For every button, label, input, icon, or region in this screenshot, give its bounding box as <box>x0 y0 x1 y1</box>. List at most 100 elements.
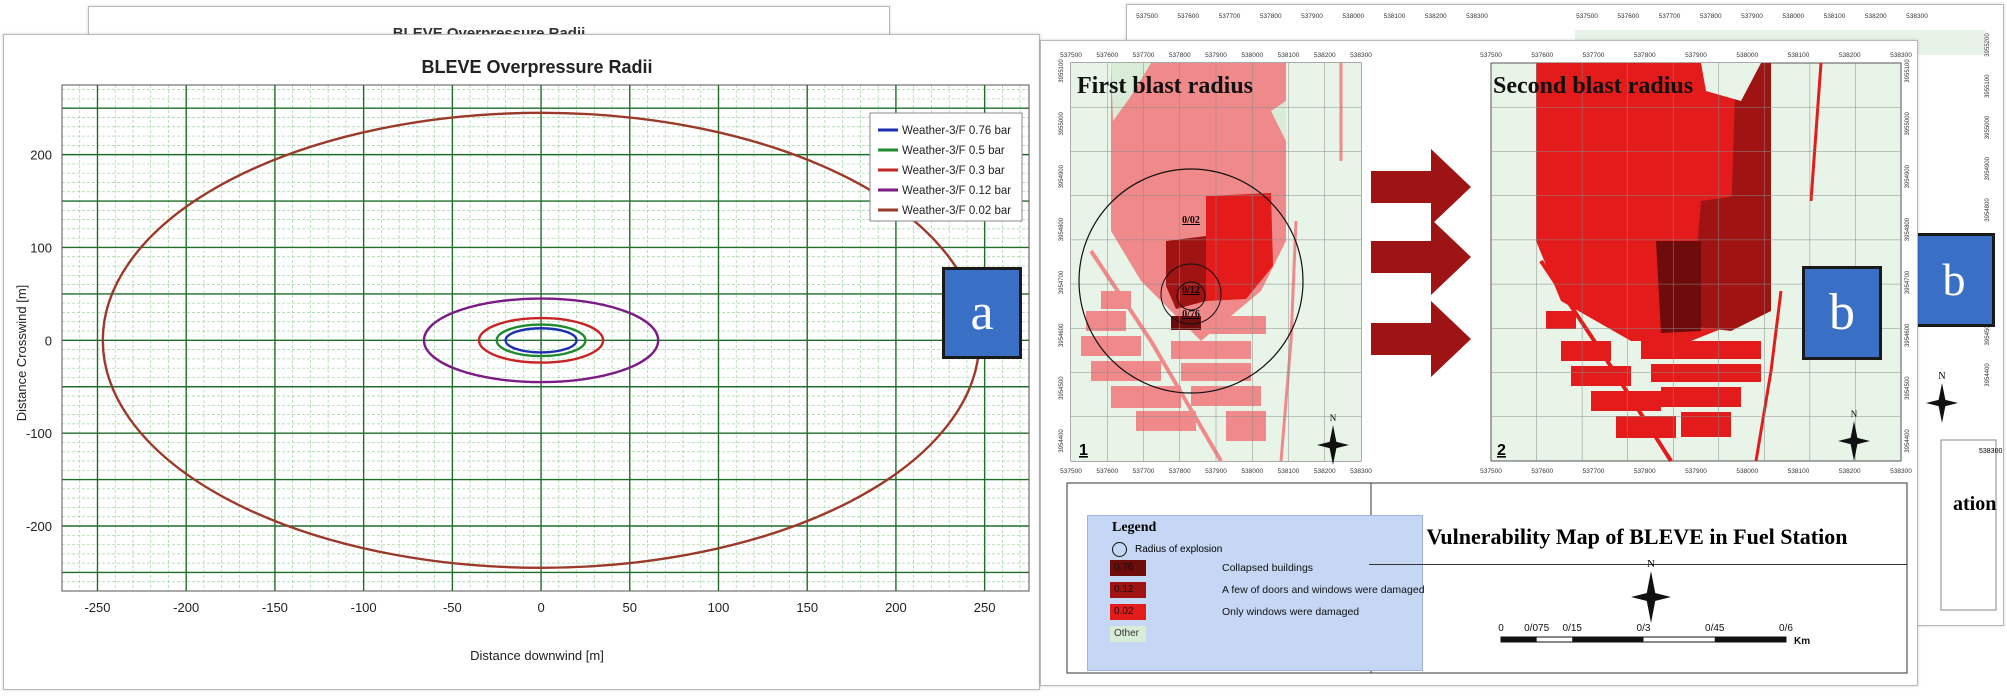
svg-text:537700: 537700 <box>1659 13 1681 20</box>
series-ellipse <box>422 297 660 384</box>
svg-text:537800: 537800 <box>1260 13 1282 20</box>
legend-radius-row: Radius of explosion <box>1112 542 1222 557</box>
svg-text:537500: 537500 <box>1060 468 1082 475</box>
legend-label: Weather-3/F 0.3 bar <box>902 165 1005 177</box>
back-north-icon: N <box>1926 371 1958 423</box>
map1-title: First blast radius <box>1077 73 1253 99</box>
legend-row: Other <box>1110 626 1420 644</box>
svg-text:537700: 537700 <box>1583 468 1605 475</box>
svg-text:538100: 538100 <box>1278 468 1300 475</box>
y-axis-label: Distance Crosswind [m] <box>14 285 29 422</box>
svg-text:537800: 537800 <box>1634 52 1656 59</box>
legend-value: 0.76 <box>1114 562 1134 573</box>
svg-text:3955200: 3955200 <box>1985 33 1991 57</box>
svg-text:537700: 537700 <box>1133 468 1155 475</box>
svg-text:538300: 538300 <box>1906 13 1928 20</box>
legend-row: 0.12 A few of doors and windows were dama… <box>1110 582 1425 600</box>
legend-title: Legend <box>1112 520 1157 535</box>
series-ellipse <box>495 323 587 358</box>
x-tick-label: 200 <box>885 600 907 615</box>
legend-label: Weather-3/F 0.02 bar <box>902 205 1011 217</box>
svg-text:538000: 538000 <box>1241 52 1263 59</box>
svg-text:537600: 537600 <box>1096 468 1118 475</box>
svg-text:538100: 538100 <box>1788 468 1810 475</box>
svg-text:538300: 538300 <box>1890 468 1912 475</box>
legend-value: Other <box>1114 628 1140 639</box>
map-panel: 537500 537500 537600 537600 537700 537700 5378… <box>1040 40 1918 686</box>
svg-text:537700: 537700 <box>1583 52 1605 59</box>
svg-text:3954900: 3954900 <box>1985 156 1991 180</box>
map2-title: Second blast radius <box>1493 73 1693 99</box>
legend-desc: Collapsed buildings <box>1222 562 1314 574</box>
svg-text:538300: 538300 <box>1350 52 1372 59</box>
svg-text:N: N <box>1851 409 1858 419</box>
map1-number: 1 <box>1079 442 1088 459</box>
legend-color-swatch <box>1110 560 1146 576</box>
map1: 537500 537500 537600 537600 537700 537700 5378… <box>1059 52 1372 475</box>
y-tick-label: 0 <box>45 333 52 348</box>
x-tick-label: 250 <box>974 600 996 615</box>
back-partial-title: ation <box>1953 493 1996 515</box>
svg-text:537900: 537900 <box>1205 52 1227 59</box>
svg-text:537900: 537900 <box>1685 52 1707 59</box>
svg-text:538300: 538300 <box>1890 52 1912 59</box>
map-legend: Legend Radius of explosion 0.76 Collapsed… <box>1087 515 1425 671</box>
svg-text:537700: 537700 <box>1133 52 1155 59</box>
svg-text:538100: 538100 <box>1824 13 1846 20</box>
legend-value: 0.12 <box>1114 584 1134 595</box>
x-tick-label: 150 <box>796 600 818 615</box>
chart-ticks: -250 -200 -150 -100 -50 0 50 100 150 200 250 -200 -1… <box>26 148 996 615</box>
svg-text:537600: 537600 <box>1531 52 1553 59</box>
svg-text:3954400: 3954400 <box>1985 363 1991 387</box>
legend-row: 0.76 Collapsed buildings <box>1110 560 1420 578</box>
back-b-tag: b <box>1913 233 1995 327</box>
radius-label-3: 0/76 <box>1182 309 1200 320</box>
svg-text:537500: 537500 <box>1576 13 1598 20</box>
y-tick-label: 100 <box>30 240 52 255</box>
svg-text:N: N <box>1938 371 1945 382</box>
panel-b-tag: b <box>1802 266 1882 360</box>
svg-text:3955000: 3955000 <box>1059 112 1065 136</box>
svg-text:537600: 537600 <box>1617 13 1639 20</box>
svg-text:538300: 538300 <box>1466 13 1488 20</box>
svg-text:3955100: 3955100 <box>1905 59 1911 83</box>
vulnerability-map-title: Vulnerability Map of BLEVE in Fuel Stati… <box>1426 524 1848 549</box>
legend-color-swatch <box>1110 582 1146 598</box>
svg-text:537500: 537500 <box>1136 13 1158 20</box>
panel-a-tag: a <box>942 267 1022 359</box>
svg-text:537500: 537500 <box>1480 468 1502 475</box>
svg-text:3954500: 3954500 <box>1905 376 1911 400</box>
chart-title: BLEVE Overpressure Radii <box>421 57 652 77</box>
svg-text:537600: 537600 <box>1531 468 1553 475</box>
arrow-icon-2 <box>1371 219 1471 295</box>
legend-color-swatch <box>1110 626 1146 642</box>
svg-text:538000: 538000 <box>1782 13 1804 20</box>
radius-label-1: 0/02 <box>1182 215 1200 226</box>
legend-desc: A few of doors and windows were damaged <box>1222 584 1425 596</box>
svg-text:537800: 537800 <box>1634 468 1656 475</box>
svg-text:538200: 538200 <box>1425 13 1447 20</box>
map2: 537500 537500 537600 537600 537700 537700 5378… <box>1480 52 1912 475</box>
svg-text:537500: 537500 <box>1060 52 1082 59</box>
map2-number: 2 <box>1497 442 1506 459</box>
y-tick-label: 200 <box>30 148 52 163</box>
series-ellipse <box>504 327 578 354</box>
x-tick-label: -100 <box>351 600 377 615</box>
x-tick-label: -50 <box>443 600 462 615</box>
legend-desc: Only windows were damaged <box>1222 606 1360 618</box>
legend-label: Weather-3/F 0.12 bar <box>902 185 1011 197</box>
north-icon-2: N <box>1838 409 1870 461</box>
svg-text:3954800: 3954800 <box>1059 217 1065 241</box>
svg-text:3954400: 3954400 <box>1059 429 1065 453</box>
svg-text:3954400: 3954400 <box>1905 429 1911 453</box>
legend-color-swatch <box>1110 604 1146 620</box>
svg-text:3954500: 3954500 <box>1059 376 1065 400</box>
back-chart-title: BLEVE Overpressure Radii <box>392 25 586 35</box>
svg-text:537900: 537900 <box>1741 13 1763 20</box>
x-tick-label: -250 <box>84 600 110 615</box>
svg-text:537800: 537800 <box>1169 468 1191 475</box>
x-tick-label: 50 <box>623 600 637 615</box>
svg-text:537900: 537900 <box>1685 468 1707 475</box>
chart-legend: Weather-3/F 0.76 bar Weather-3/F 0.5 bar W… <box>869 112 1023 222</box>
svg-text:3955100: 3955100 <box>1059 59 1065 83</box>
